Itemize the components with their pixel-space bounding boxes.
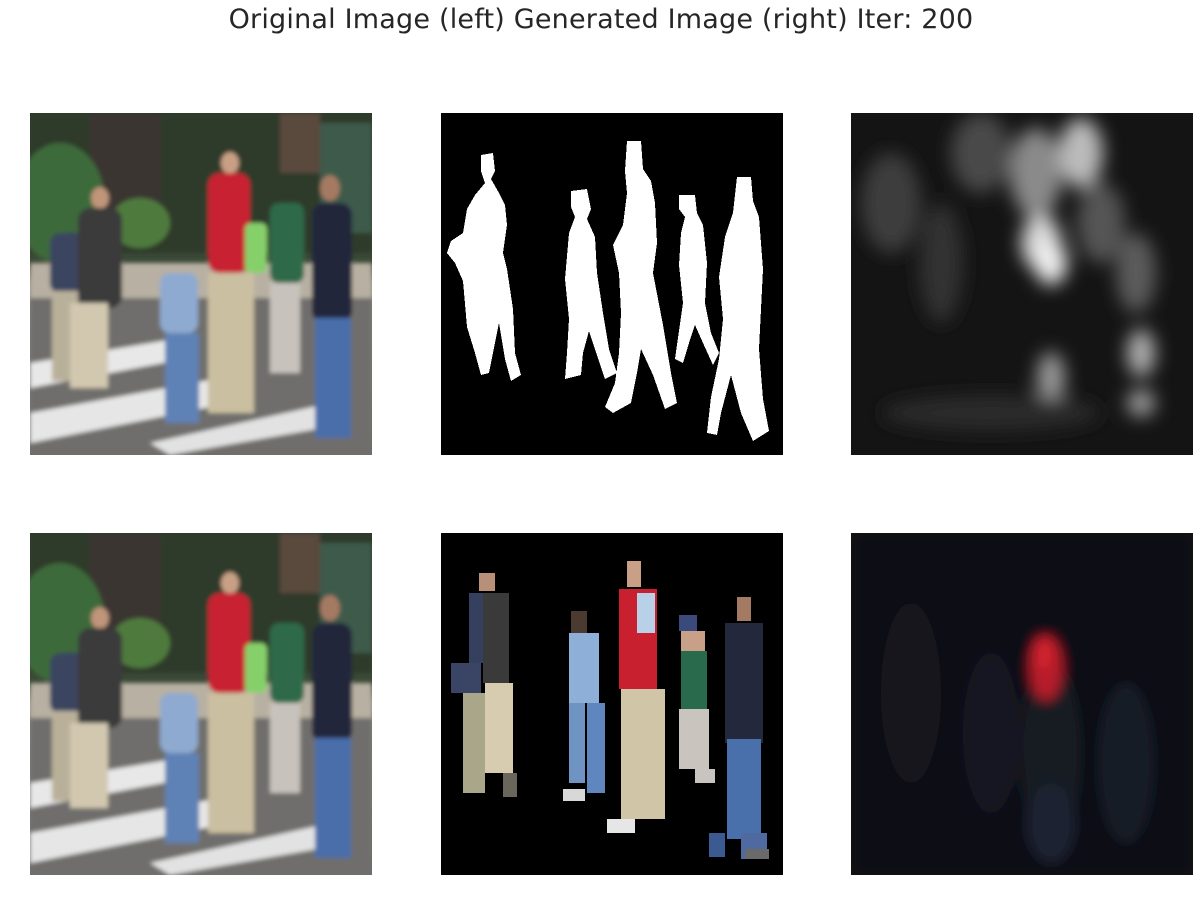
generated-color-image <box>851 533 1193 875</box>
segmentation-mask <box>441 113 783 455</box>
masked-pedestrians-image <box>441 533 783 875</box>
generated-mask-image <box>851 113 1193 455</box>
original-image-bottom <box>30 533 372 875</box>
figure-title: Original Image (left) Generated Image (r… <box>228 4 974 35</box>
original-image-top <box>30 113 372 455</box>
